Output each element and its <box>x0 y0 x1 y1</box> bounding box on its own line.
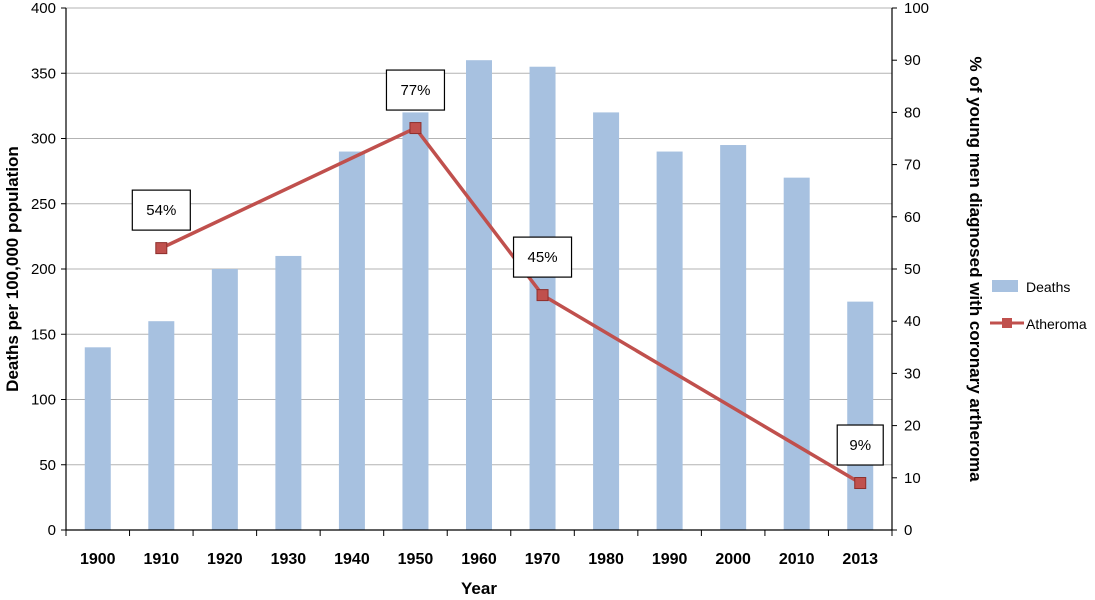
y2-tick-label: 30 <box>904 365 921 382</box>
y-tick-label: 0 <box>48 522 56 539</box>
y2-tick-label: 40 <box>904 313 921 330</box>
y-axis-right-title: % of young men diagnosed with coronary a… <box>966 56 985 482</box>
deaths-bar <box>466 60 492 530</box>
x-tick-label: 1930 <box>271 551 307 568</box>
deaths-bar <box>593 112 620 531</box>
legend: Deaths Atheroma <box>990 279 1087 332</box>
callout-box <box>836 424 884 466</box>
x-tick-label: 1900 <box>80 551 116 568</box>
y-tick-label: 150 <box>31 326 56 343</box>
y2-tick-label: 80 <box>904 104 921 121</box>
y-axis-right-ticks: 0 10 20 30 40 50 60 70 80 90 100 <box>892 0 929 539</box>
y-tick-label: 100 <box>31 392 56 409</box>
deaths-bar <box>847 301 874 530</box>
atheroma-callouts: 54% 77% 45% 9% <box>131 69 884 466</box>
deaths-bar <box>338 151 365 531</box>
x-axis-title: Year <box>461 579 497 598</box>
deaths-bar <box>783 177 810 530</box>
y-tick-label: 200 <box>31 261 56 278</box>
x-tick-label: 1960 <box>461 551 497 568</box>
atheroma-point <box>409 122 422 135</box>
callout-box <box>385 69 446 111</box>
deaths-bar <box>84 347 111 530</box>
x-tick-label: 1970 <box>525 551 561 568</box>
legend-atheroma-marker <box>1002 318 1012 328</box>
y-tick-label: 50 <box>39 457 56 474</box>
data-label: 45% <box>528 249 558 266</box>
x-tick-label: 2010 <box>779 551 815 568</box>
y-axis-left-title: Deaths per 100,000 population <box>3 146 22 392</box>
y2-tick-label: 100 <box>904 0 929 17</box>
y-tick-label: 350 <box>31 65 56 82</box>
y2-tick-label: 70 <box>904 157 921 174</box>
y2-tick-label: 50 <box>904 261 921 278</box>
deaths-bar <box>720 145 747 530</box>
x-tick-label: 1980 <box>588 551 624 568</box>
x-tick-label: 1910 <box>144 551 180 568</box>
x-tick-label: 1940 <box>334 551 370 568</box>
deaths-bar <box>275 255 302 530</box>
atheroma-line <box>155 122 867 490</box>
x-tick-label: 2000 <box>715 551 751 568</box>
deaths-bar <box>656 151 683 531</box>
data-label: 9% <box>849 437 871 454</box>
x-tick-label: 1990 <box>652 551 688 568</box>
callout-box <box>131 189 191 231</box>
legend-deaths-swatch <box>992 280 1018 292</box>
y-tick-label: 400 <box>31 0 56 17</box>
y-tick-label: 300 <box>31 131 56 148</box>
atheroma-point <box>854 477 867 490</box>
y2-tick-label: 0 <box>904 522 912 539</box>
x-tick-label: 2013 <box>842 551 878 568</box>
atheroma-point <box>536 289 549 302</box>
x-tick-label: 1950 <box>398 551 434 568</box>
y2-tick-label: 60 <box>904 209 921 226</box>
atheroma-point <box>155 242 168 255</box>
y-axis-left-ticks: 0 50 100 150 200 250 300 350 400 <box>31 0 66 539</box>
data-label: 77% <box>400 82 430 99</box>
y-tick-label: 250 <box>31 196 56 213</box>
legend-atheroma-label: Atheroma <box>1026 316 1087 332</box>
deaths-bars <box>84 60 874 531</box>
deaths-bar <box>402 112 429 531</box>
y2-tick-label: 20 <box>904 418 921 435</box>
y2-tick-label: 90 <box>904 52 921 69</box>
deaths-bar <box>148 321 175 530</box>
atheroma-series-line <box>160 126 862 485</box>
callout-box <box>512 236 573 278</box>
legend-deaths-label: Deaths <box>1026 279 1070 295</box>
data-label: 54% <box>146 202 176 219</box>
y2-tick-label: 10 <box>904 470 921 487</box>
x-axis-ticks: 1900 1910 1920 1930 1940 1950 1960 1970 1980 1990… <box>65 530 893 568</box>
x-tick-label: 1920 <box>207 551 243 568</box>
deaths-bar <box>211 269 238 530</box>
